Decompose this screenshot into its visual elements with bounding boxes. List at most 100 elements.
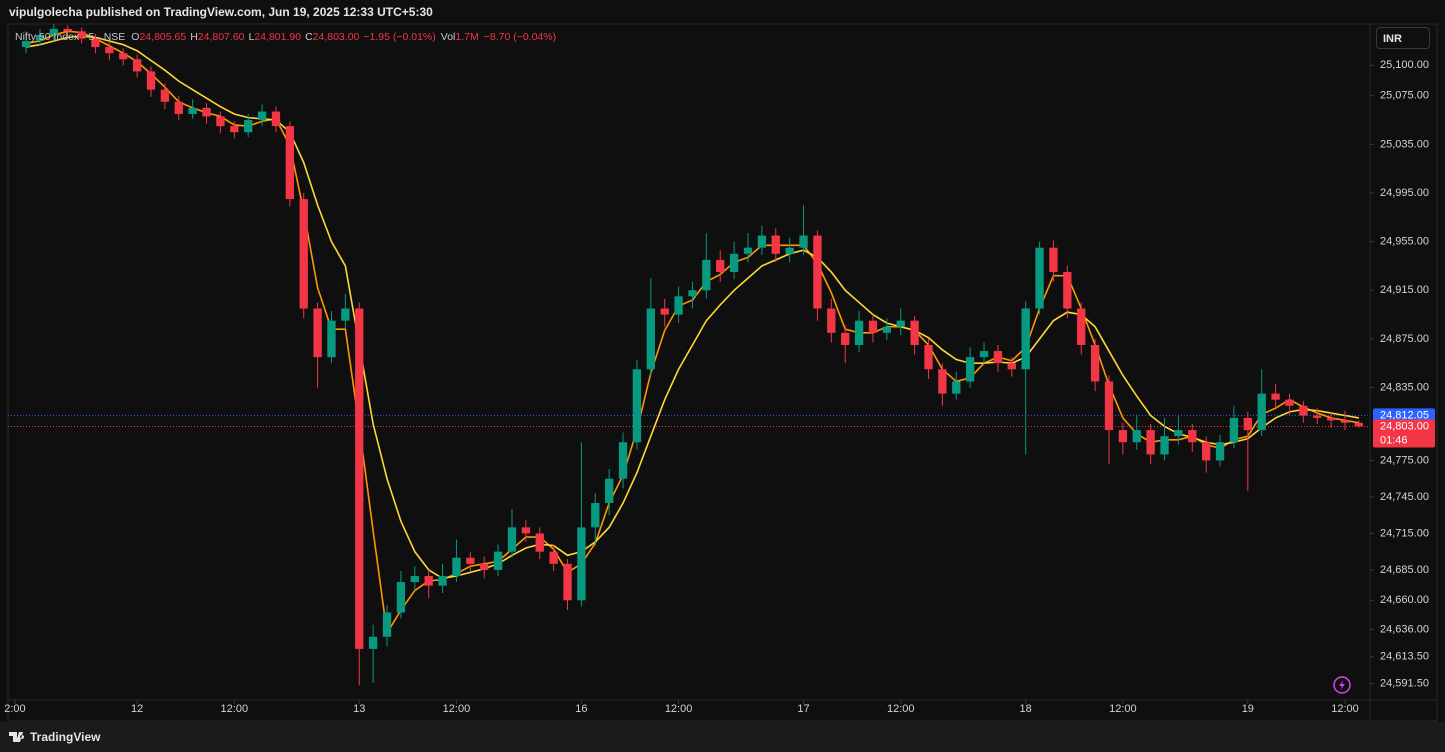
alert-icon[interactable] (1333, 676, 1351, 694)
axes: 25,100.00 25,075.00 25,035.00 24,995.00 24,9… (4, 59, 1435, 715)
candle-body (1160, 436, 1169, 455)
candle-body (146, 71, 156, 90)
field-key: L (248, 31, 255, 43)
candle-body (1299, 405, 1308, 416)
candle-body (230, 126, 239, 133)
x-tick-label: 12:00 (887, 703, 915, 715)
field-value: 24,803.00 (312, 31, 360, 43)
candle-body (646, 308, 655, 370)
candle-body (1146, 430, 1155, 455)
candle-body (841, 332, 850, 345)
candle-body (1202, 442, 1211, 461)
candle-body (327, 320, 336, 358)
x-tick-label: 16 (575, 703, 587, 715)
candle-body (716, 259, 725, 273)
candle-body (618, 442, 628, 479)
candle-body (563, 563, 572, 601)
candle-body (729, 253, 739, 273)
candle-body (993, 351, 1003, 364)
last-price-label: 24,803.00 (1380, 420, 1429, 432)
candle-body (1215, 442, 1225, 461)
candle-body (49, 28, 58, 35)
candle-body (1104, 381, 1114, 431)
publish-info: vipulgolecha published on TradingView.co… (9, 5, 433, 19)
brand: TradingView (30, 730, 101, 744)
y-tick-label: 24,591.50 (1380, 677, 1429, 689)
candle-body (854, 320, 864, 345)
candle-body (466, 557, 475, 564)
reference-price-tag (1373, 408, 1435, 423)
last-price-tag (1373, 419, 1435, 448)
candle-body (785, 247, 794, 254)
candle-body (424, 575, 433, 586)
candle-body (299, 199, 308, 309)
candle-body (910, 320, 919, 345)
candle-body (1326, 417, 1336, 421)
candle-body (591, 503, 600, 528)
candle-body (1313, 415, 1322, 418)
candle-body (1243, 417, 1252, 431)
candle-body (160, 89, 170, 102)
y-tick-label: 24,875.00 (1380, 333, 1429, 345)
x-tick-label: 13 (353, 703, 365, 715)
candle-body (535, 533, 544, 552)
y-tick-label: 24,636.00 (1380, 623, 1429, 635)
x-tick-label: 12:00 (1331, 703, 1359, 715)
candle-body (480, 563, 489, 570)
candle-body (1271, 393, 1280, 400)
candle-body (382, 612, 392, 637)
candle-body (577, 527, 586, 601)
candle-body (799, 235, 808, 248)
currency-button[interactable]: INR (1376, 27, 1430, 49)
candle-body (77, 31, 86, 39)
candle-body (396, 582, 406, 613)
volume-key: Vol (440, 31, 456, 43)
candle-body (341, 308, 350, 321)
candle-body (549, 551, 558, 564)
symbol: Nifty 50 Index · 5 · NSE (15, 31, 126, 43)
candle-body (674, 296, 683, 315)
candle-body (813, 235, 822, 309)
candle-body (1063, 272, 1072, 309)
candle-body (105, 47, 114, 54)
volume-change: −8.70 (−0.04%) (483, 31, 557, 43)
candle-body (1090, 344, 1100, 382)
ohlc-fields: O24,805.65 H24,807.60 L24,801.90 C24,803.00 (131, 31, 363, 43)
price-change: −1.95 (−0.01%) (363, 31, 436, 43)
last-price-countdown: 01:46 (1380, 434, 1408, 446)
candle-body (660, 308, 669, 315)
candle-body (1340, 420, 1350, 423)
candle-body (452, 557, 461, 576)
candle-body (896, 320, 905, 327)
candle-body (965, 357, 975, 382)
candle-body (1229, 417, 1239, 443)
y-tick-label: 24,613.50 (1380, 651, 1429, 663)
candle-body (493, 551, 503, 570)
field-value: 24,807.60 (197, 31, 245, 43)
field-key: C (305, 31, 313, 43)
candle-body (216, 116, 225, 127)
candle-body (1285, 399, 1294, 406)
y-tick-label: 24,835.00 (1380, 381, 1429, 393)
candle-body (368, 636, 378, 649)
y-tick-label: 24,995.00 (1380, 187, 1429, 199)
chart-frame (7, 23, 1438, 722)
candle-body (1007, 363, 1016, 370)
candle-body (1354, 422, 1364, 427)
candle-body (757, 235, 767, 248)
candle-body (271, 111, 281, 127)
reference-price-label: 24,812.05 (1380, 409, 1429, 421)
field-value: 24,805.65 (139, 31, 187, 43)
candle-body (410, 575, 419, 583)
candle-body (507, 527, 517, 552)
candle-body (1077, 308, 1086, 345)
y-tick-label: 24,955.00 (1380, 236, 1429, 248)
candle-body (188, 107, 197, 114)
candle-body (119, 53, 128, 60)
y-tick-label: 24,745.00 (1380, 491, 1429, 503)
candle-body (924, 344, 933, 370)
candle-body (438, 575, 447, 586)
x-tick-label: 18 (1020, 703, 1032, 715)
